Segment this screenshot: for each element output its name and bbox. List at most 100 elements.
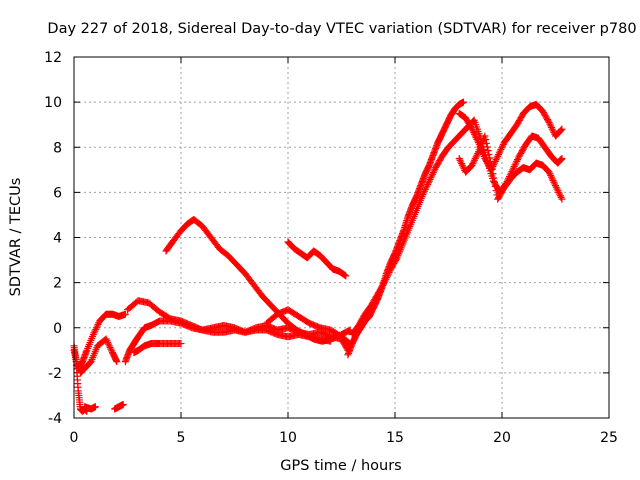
data-point <box>468 161 476 169</box>
data-point <box>495 149 503 157</box>
data-point <box>469 160 477 168</box>
data-point <box>430 167 438 175</box>
data-point <box>382 275 390 283</box>
data-point <box>455 155 463 163</box>
series-arc-2 <box>70 310 129 372</box>
data-point <box>545 168 553 176</box>
y-tick-label: 2 <box>53 276 62 292</box>
data-points <box>70 98 566 415</box>
data-point <box>456 156 464 164</box>
data-point <box>499 142 507 150</box>
data-point <box>514 154 522 162</box>
data-point <box>470 129 478 137</box>
series-arc-5 <box>111 400 127 413</box>
data-point <box>121 310 129 318</box>
data-point <box>512 159 520 167</box>
data-point <box>425 177 433 185</box>
data-point <box>552 183 560 191</box>
data-point <box>473 135 481 143</box>
data-point <box>494 152 502 160</box>
data-point <box>93 322 101 330</box>
data-point <box>557 126 565 134</box>
data-point <box>482 139 490 147</box>
data-point <box>107 345 115 353</box>
y-tick-label: -2 <box>48 366 62 382</box>
data-point <box>557 193 565 201</box>
series-arc-13 <box>348 130 465 339</box>
data-point <box>86 359 94 367</box>
data-point <box>487 161 495 169</box>
data-point <box>392 255 400 263</box>
data-point <box>547 171 555 179</box>
data-point <box>427 174 435 182</box>
data-point <box>119 400 127 408</box>
data-point <box>421 186 429 194</box>
data-point <box>513 157 521 165</box>
data-point <box>92 325 100 333</box>
data-point <box>424 179 432 187</box>
x-tick-label: 25 <box>600 430 618 446</box>
data-point <box>547 122 555 130</box>
data-point <box>106 343 114 351</box>
y-tick-label: 6 <box>53 185 62 201</box>
data-point <box>102 335 110 343</box>
data-point <box>422 184 430 192</box>
data-point <box>509 166 517 174</box>
series-arc-8 <box>130 340 185 357</box>
data-point <box>470 158 478 166</box>
data-point <box>491 182 499 190</box>
x-tick-label: 5 <box>177 430 186 446</box>
data-point <box>384 270 392 278</box>
data-point <box>474 149 482 157</box>
y-tick-label: 10 <box>44 95 62 111</box>
data-point <box>105 342 113 350</box>
data-point <box>457 158 465 166</box>
data-point <box>550 178 558 186</box>
x-axis-label: GPS time / hours <box>280 458 401 474</box>
data-point <box>431 165 439 173</box>
data-point <box>548 175 556 183</box>
data-point <box>483 143 491 151</box>
data-point <box>459 98 467 106</box>
data-point <box>423 182 431 190</box>
data-point <box>419 191 427 199</box>
data-point <box>428 172 436 180</box>
data-point <box>492 187 500 195</box>
data-point <box>492 156 500 164</box>
data-point <box>547 124 555 132</box>
data-point <box>556 192 564 200</box>
data-point <box>459 163 467 171</box>
data-point <box>554 187 562 195</box>
grid-lines <box>74 57 609 418</box>
data-point <box>549 127 557 135</box>
data-point <box>420 187 428 195</box>
data-point <box>486 154 494 162</box>
data-point <box>90 329 98 337</box>
data-point <box>498 144 506 152</box>
series-arc-4 <box>81 403 99 413</box>
data-point <box>510 162 518 170</box>
data-point <box>105 340 113 348</box>
chart-title: Day 227 of 2018, Sidereal Day-to-day VTE… <box>47 21 636 37</box>
data-point <box>545 118 553 126</box>
data-point <box>484 147 492 155</box>
data-point <box>91 327 99 335</box>
data-point <box>488 166 496 174</box>
x-tick-label: 15 <box>386 430 404 446</box>
series-arc-11 <box>263 306 354 348</box>
data-point <box>424 180 432 188</box>
data-point <box>549 177 557 185</box>
data-point <box>342 272 350 280</box>
plot-frame <box>73 56 610 419</box>
data-point <box>490 174 498 182</box>
data-point <box>177 340 185 348</box>
data-point <box>553 185 561 193</box>
data-point <box>385 268 393 276</box>
data-point <box>379 280 387 288</box>
data-point <box>426 175 434 183</box>
data-point <box>551 180 559 188</box>
data-point <box>91 403 99 411</box>
data-point <box>458 161 466 169</box>
data-point <box>481 132 489 140</box>
data-point <box>558 125 566 133</box>
